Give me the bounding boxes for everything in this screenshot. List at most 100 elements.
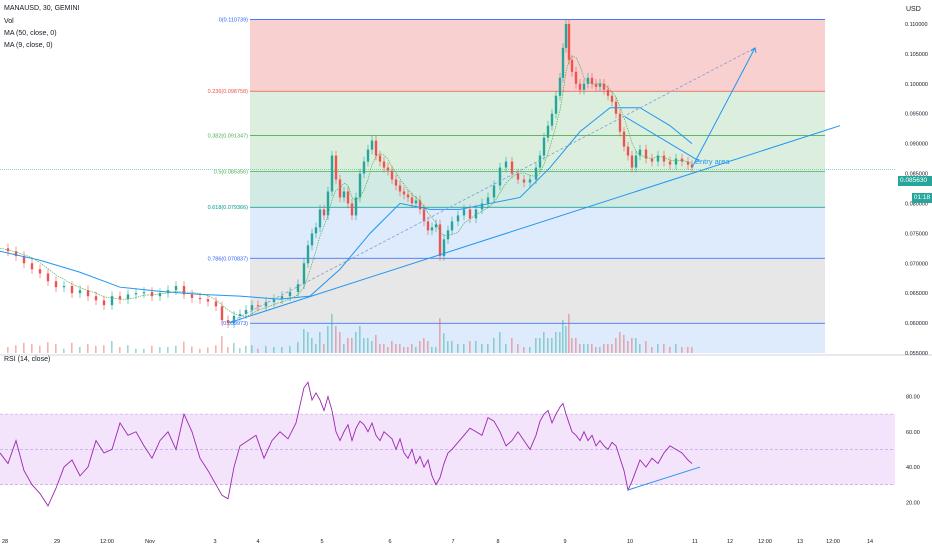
volume-bar [227,347,229,353]
candle-body [504,161,508,168]
fib-zone [250,19,825,92]
candle-body [406,194,410,198]
volume-bar [607,344,609,353]
candle-body [272,299,276,303]
volume-bar [39,345,41,353]
volume-bar [443,333,445,353]
trendline[interactable] [227,47,756,324]
volume-bar [351,338,353,353]
volume-bar [95,345,97,353]
candle-body [561,47,565,78]
candle-body [690,164,694,168]
volume-bar [469,341,471,353]
volume-bar [415,347,417,353]
volume-bar [199,348,201,353]
time-axis-tick: 5 [320,539,323,545]
volume-bar [87,344,89,353]
candle-body [606,89,610,96]
volume-bar [159,347,161,353]
legend-rsi[interactable]: RSI (14, close) [4,356,51,363]
projection-arrow[interactable] [691,47,756,168]
candle-body [62,285,66,288]
candle-body [644,149,648,159]
trendline[interactable] [227,125,841,324]
volume-bar [343,344,345,353]
candle-body [70,285,74,294]
volume-bar [403,347,405,353]
currency-label[interactable]: USD [906,6,921,13]
volume-bar [481,344,483,353]
rsi-pane [0,381,895,507]
volume-bar [427,341,429,353]
candle-body [567,23,571,60]
candle-body [528,179,532,183]
legend-ma9[interactable]: MA (9, close, 0) [4,42,53,49]
volume-bar [289,345,291,353]
volume-bar [151,345,153,353]
candle-body [280,296,284,300]
price-axis-tick: 0.070000 [905,261,928,267]
volume-bar [499,332,501,353]
candle-body [674,158,678,165]
candle-body [382,161,386,168]
candle-body [634,155,638,168]
trendlines[interactable] [227,47,841,324]
legend-volume[interactable]: Vol [4,18,14,25]
fib-level-label: 0.786(0.070837) [208,256,249,262]
rsi-trendline[interactable] [627,466,701,491]
volume-bar [395,344,397,353]
candle-body [366,149,370,162]
candle-body [578,83,582,90]
volume-bar [669,347,671,353]
price-axis-tick: 0.060000 [905,321,928,327]
candle-body [510,161,514,174]
candle-body [418,200,422,210]
volume-bar [423,338,425,353]
bar-countdown: 01:18 [912,193,932,203]
candle-body [486,197,490,204]
candle-body [534,167,538,180]
candle-body [680,158,684,162]
candle-body [630,155,634,168]
volume-bar [399,344,401,353]
volume-bar [371,341,373,353]
volume-bar [307,332,309,353]
chart-title[interactable]: MANAUSD, 30, GEMINI [4,5,80,12]
candle-body [456,215,460,222]
candle-body [662,155,666,162]
volume-bar [379,344,381,353]
volume-bar [239,348,241,353]
candle-body [410,197,414,204]
candle-body [46,273,50,282]
fib-zone [250,323,825,353]
trendline[interactable] [624,116,701,162]
volume-bar [681,347,683,353]
candle-body [350,203,354,216]
candle-body [342,191,346,198]
volume-bar [207,347,209,353]
volume-bar [447,341,449,353]
ma50-line [0,107,693,300]
candle-body [538,155,542,168]
volume-bar [79,347,81,353]
candle-body [564,23,568,48]
legend-ma50[interactable]: MA (50, close, 0) [4,30,57,37]
candle-body [480,203,484,210]
volume-bar [691,347,693,353]
fib-retracement[interactable]: 0(0.110739) 0.236(0.098758) 0.382(0.091347… [0,18,895,353]
volume-bar [627,341,629,353]
time-axis-tick: 13 [797,539,803,545]
volume-bar [23,342,25,353]
candle-body [150,291,154,297]
candle-body [142,291,146,294]
volume-bar [635,338,637,353]
candle-body [126,294,130,300]
candle-body [54,281,58,288]
volume-bar [245,345,247,353]
volume-bar [375,335,377,353]
rsi-axis-tick: 40.00 [906,465,920,471]
time-axis-tick: 12 [727,539,733,545]
candle-body [198,297,202,300]
